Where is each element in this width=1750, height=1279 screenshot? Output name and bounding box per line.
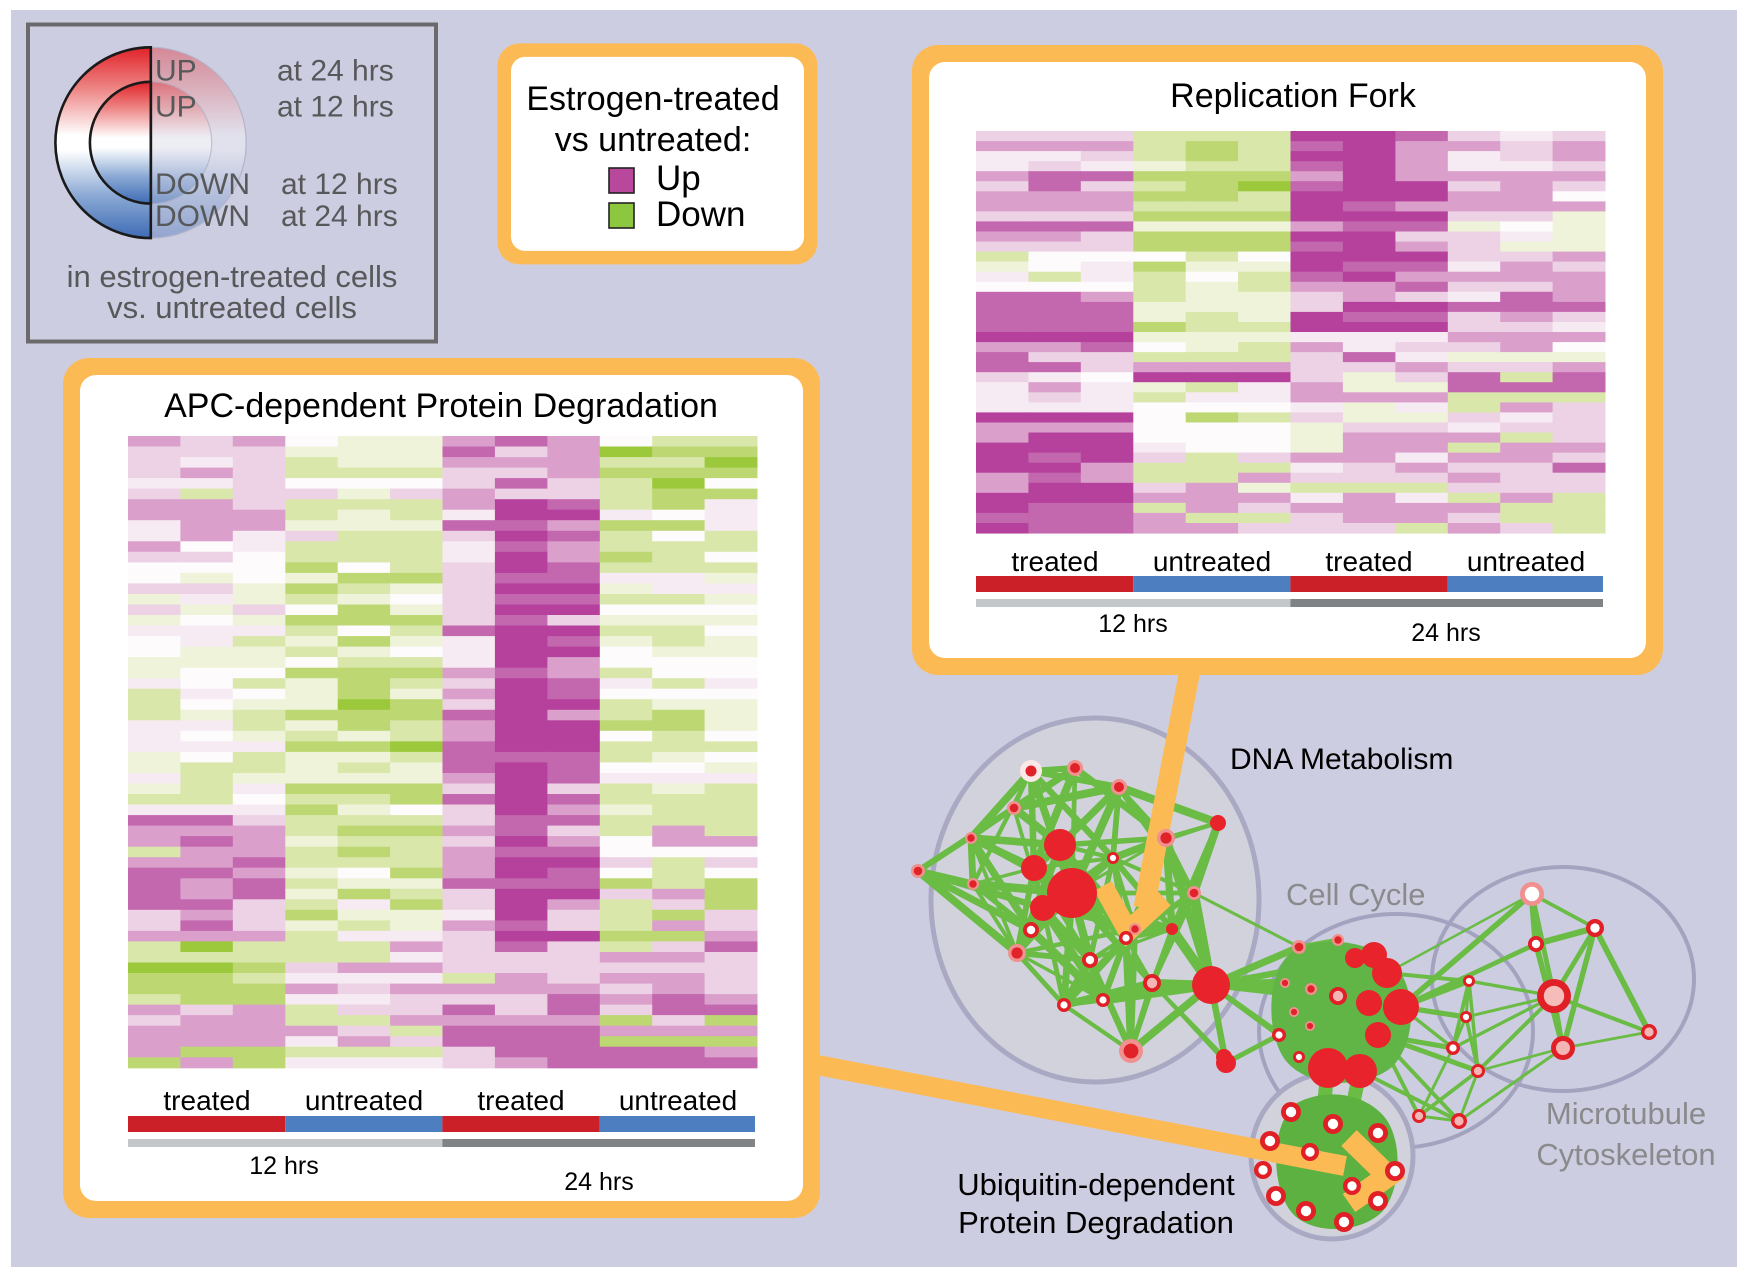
- svg-text:Up: Up: [656, 159, 701, 198]
- svg-text:at 12 hrs: at 12 hrs: [281, 168, 398, 201]
- svg-text:untreated: untreated: [305, 1085, 423, 1116]
- svg-text:Cytoskeleton: Cytoskeleton: [1536, 1137, 1715, 1172]
- svg-text:vs. untreated cells: vs. untreated cells: [107, 290, 357, 325]
- svg-text:12 hrs: 12 hrs: [249, 1152, 318, 1180]
- svg-text:Replication Fork: Replication Fork: [1170, 77, 1417, 115]
- svg-text:APC-dependent Protein Degradat: APC-dependent Protein Degradation: [164, 387, 718, 425]
- svg-text:DOWN: DOWN: [155, 200, 250, 233]
- svg-text:untreated: untreated: [1467, 546, 1585, 577]
- svg-text:12 hrs: 12 hrs: [1098, 610, 1167, 638]
- svg-text:24 hrs: 24 hrs: [1411, 619, 1480, 647]
- svg-text:untreated: untreated: [619, 1085, 737, 1116]
- svg-text:vs untreated:: vs untreated:: [555, 121, 752, 159]
- svg-text:untreated: untreated: [1153, 546, 1271, 577]
- svg-text:24 hrs: 24 hrs: [564, 1168, 633, 1196]
- svg-text:at 12 hrs: at 12 hrs: [277, 91, 394, 124]
- svg-text:UP: UP: [155, 91, 197, 124]
- svg-text:Down: Down: [656, 195, 745, 234]
- svg-text:at 24 hrs: at 24 hrs: [277, 55, 394, 88]
- svg-text:in estrogen-treated cells: in estrogen-treated cells: [67, 259, 398, 294]
- svg-text:treated: treated: [1325, 546, 1412, 577]
- svg-text:Estrogen-treated: Estrogen-treated: [526, 80, 779, 118]
- svg-text:treated: treated: [163, 1085, 250, 1116]
- svg-text:at 24 hrs: at 24 hrs: [281, 200, 398, 233]
- svg-text:treated: treated: [1011, 546, 1098, 577]
- svg-text:treated: treated: [477, 1085, 564, 1116]
- svg-text:DOWN: DOWN: [155, 168, 250, 201]
- svg-text:Protein Degradation: Protein Degradation: [958, 1205, 1234, 1240]
- svg-text:Microtubule: Microtubule: [1546, 1096, 1706, 1131]
- svg-text:Ubiquitin-dependent: Ubiquitin-dependent: [957, 1167, 1235, 1202]
- svg-text:Cell Cycle: Cell Cycle: [1286, 877, 1426, 912]
- svg-text:UP: UP: [155, 55, 197, 88]
- svg-text:DNA Metabolism: DNA Metabolism: [1230, 743, 1453, 776]
